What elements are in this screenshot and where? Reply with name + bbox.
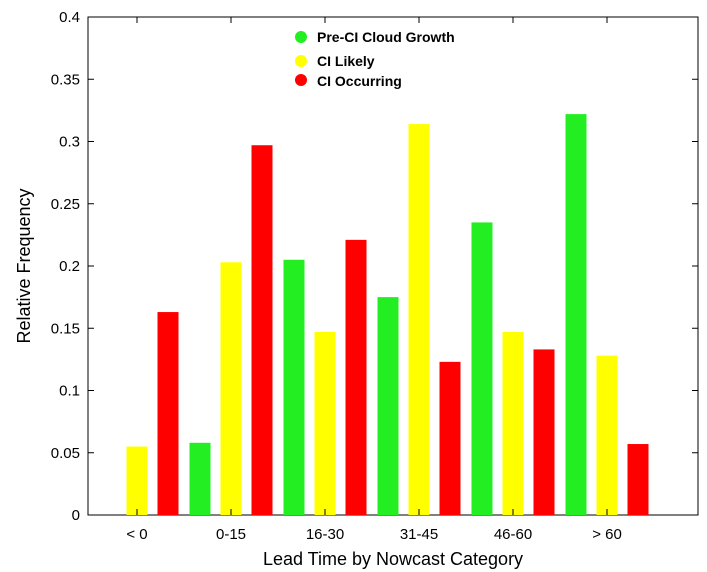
y-tick-label-3: 0.15 — [51, 320, 80, 337]
y-tick-label-4: 0.2 — [59, 258, 80, 275]
bar-ci-likely-2 — [314, 331, 336, 515]
y-tick-label-0: 0 — [72, 507, 80, 524]
bar-pre-ci-cloud-growth-2 — [283, 259, 305, 515]
x-tick-label-3: 31-45 — [400, 526, 438, 543]
bar-ci-likely-1 — [220, 262, 242, 515]
bar-ci-likely-4 — [502, 331, 524, 515]
x-tick-label-1: 0-15 — [216, 526, 246, 543]
legend: Pre-CI Cloud Growth CI Likely CI Occurri… — [295, 29, 455, 89]
y-axis-title: Relative Frequency — [14, 188, 34, 343]
legend-marker-ci-likely — [295, 55, 307, 67]
bar-pre-ci-cloud-growth-1 — [189, 442, 211, 515]
bars-group — [126, 114, 649, 516]
x-tick-label-4: 46-60 — [494, 526, 532, 543]
bar-ci-occurring-0 — [157, 312, 179, 515]
bar-pre-ci-cloud-growth-3 — [377, 297, 399, 515]
legend-marker-ci-occurring — [295, 74, 307, 86]
bar-pre-ci-cloud-growth-4 — [471, 222, 493, 516]
bar-ci-occurring-2 — [345, 239, 367, 516]
bar-ci-likely-0 — [126, 446, 148, 515]
bar-pre-ci-cloud-growth-5 — [565, 114, 587, 516]
x-tick-label-0: < 0 — [126, 526, 147, 543]
bar-ci-occurring-5 — [627, 444, 649, 515]
bar-ci-likely-3 — [408, 124, 430, 515]
y-tick-label-2: 0.1 — [59, 383, 80, 400]
y-tick-label-6: 0.3 — [59, 134, 80, 151]
y-tick-label-8: 0.4 — [59, 9, 80, 26]
y-tick-label-1: 0.05 — [51, 445, 80, 462]
x-axis: < 0 0-15 16-30 31-45 46-60 > 60 — [126, 17, 622, 543]
bar-ci-likely-5 — [596, 355, 618, 515]
y-tick-label-7: 0.35 — [51, 71, 80, 88]
y-axis: 0 0.05 0.1 0.15 0.2 0.25 0.3 0.35 0.4 — [51, 9, 698, 524]
x-axis-title: Lead Time by Nowcast Category — [263, 549, 523, 569]
x-tick-label-2: 16-30 — [306, 526, 344, 543]
bar-ci-occurring-1 — [251, 145, 273, 516]
legend-label-pre-ci-cloud-growth: Pre-CI Cloud Growth — [317, 29, 455, 45]
y-tick-label-5: 0.25 — [51, 196, 80, 213]
bar-ci-occurring-3 — [439, 361, 461, 515]
legend-marker-pre-ci-cloud-growth — [295, 31, 307, 43]
legend-label-ci-occurring: CI Occurring — [317, 73, 402, 89]
legend-label-ci-likely: CI Likely — [317, 53, 375, 69]
bar-ci-occurring-4 — [533, 349, 555, 515]
x-tick-label-5: > 60 — [592, 526, 622, 543]
